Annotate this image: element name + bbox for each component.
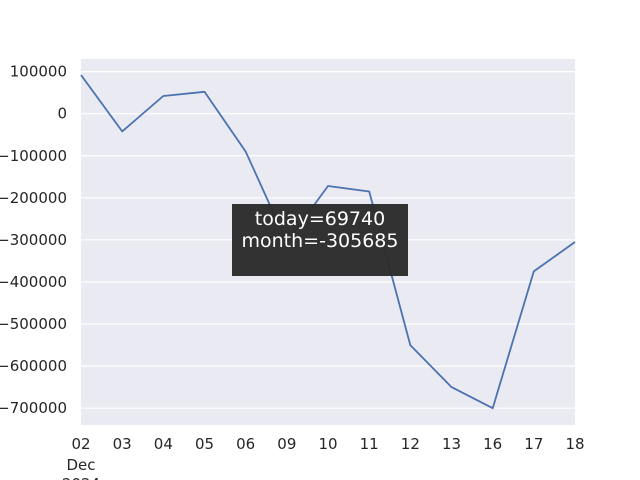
y-tick-label: −100000 xyxy=(0,147,67,165)
y-tick-label: 0 xyxy=(57,105,67,123)
x-tick-label: 16 xyxy=(483,435,502,453)
x-tick-label: 17 xyxy=(524,435,543,453)
x-tick-label: 05 xyxy=(195,435,214,453)
x-month-label: Dec xyxy=(66,456,95,474)
x-tick-label: 03 xyxy=(113,435,132,453)
y-tick-label: −300000 xyxy=(0,231,67,249)
y-tick-label: −600000 xyxy=(0,357,67,375)
x-tick-label: 09 xyxy=(277,435,296,453)
annotation-month: month=-305685 xyxy=(242,230,399,252)
y-tick-label: −400000 xyxy=(0,273,67,291)
x-tick-label: 04 xyxy=(154,435,173,453)
x-tick-label: 02 xyxy=(71,435,90,453)
x-tick-label: 11 xyxy=(360,435,379,453)
annotation-background xyxy=(232,204,408,276)
y-tick-label: −200000 xyxy=(0,189,67,207)
x-tick-label: 06 xyxy=(236,435,255,453)
y-tick-label: −700000 xyxy=(0,399,67,417)
y-axis: 100000 0 −100000 −200000 −300000 −400000 −5000… xyxy=(0,63,67,418)
grid-lines xyxy=(81,71,575,409)
y-tick-label: 100000 xyxy=(10,63,67,81)
x-tick-label: 10 xyxy=(318,435,337,453)
x-tick-label: 12 xyxy=(401,435,420,453)
x-axis: 02 03 04 05 06 09 10 11 12 13 16 17 18 Dec2024 xyxy=(62,435,585,480)
x-year-label: 2024 xyxy=(62,475,100,480)
annotation-today: today=69740 xyxy=(255,208,385,230)
annotation-box: today=69740 month=-305685 xyxy=(232,204,408,276)
y-tick-label: −500000 xyxy=(0,315,67,333)
x-tick-label: 13 xyxy=(442,435,461,453)
series-line xyxy=(80,74,576,410)
x-tick-label: 18 xyxy=(565,435,584,453)
